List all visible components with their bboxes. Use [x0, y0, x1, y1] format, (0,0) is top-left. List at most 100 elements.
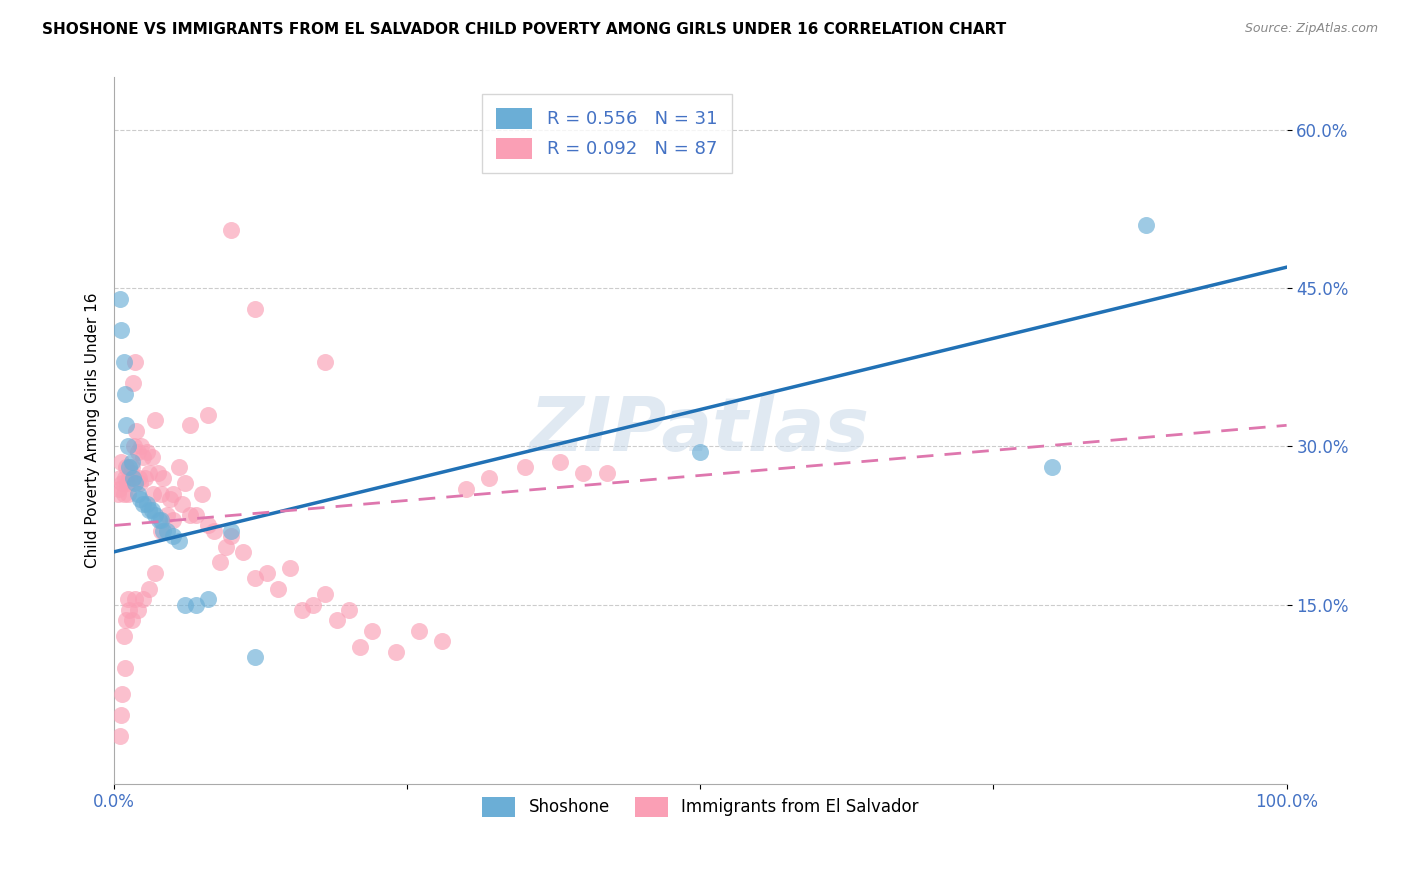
Point [202, 524, 225, 538]
Point [172, 497, 194, 511]
Point [243, 302, 266, 317]
Y-axis label: Child Poverty Among Girls Under 16: Child Poverty Among Girls Under 16 [86, 293, 100, 568]
Point [291, 603, 314, 617]
Point [221, 524, 243, 538]
Point [314, 587, 336, 601]
Point [162, 529, 184, 543]
Point [118, 471, 141, 485]
Point [112, 355, 135, 369]
Point [115, 460, 138, 475]
Point [128, 471, 150, 485]
Point [179, 418, 201, 433]
Point [129, 492, 152, 507]
Point [124, 476, 146, 491]
Point [146, 466, 169, 480]
Point [111, 687, 134, 701]
Point [121, 613, 143, 627]
Point [117, 592, 139, 607]
Point [408, 624, 430, 638]
Point [689, 444, 711, 458]
Point [108, 292, 131, 306]
Point [314, 355, 336, 369]
Point [142, 487, 165, 501]
Point [110, 455, 132, 469]
Point [118, 460, 141, 475]
Point [132, 497, 155, 511]
Point [167, 534, 190, 549]
Point [152, 524, 174, 538]
Point [129, 476, 152, 491]
Point [134, 471, 156, 485]
Point [143, 413, 166, 427]
Point [141, 502, 163, 516]
Point [384, 645, 406, 659]
Text: ZIPatlas: ZIPatlas [530, 394, 870, 467]
Point [186, 508, 208, 522]
Point [107, 487, 129, 501]
Point [256, 566, 278, 580]
Point [112, 487, 135, 501]
Point [136, 444, 159, 458]
Point [143, 566, 166, 580]
Point [108, 471, 131, 485]
Point [115, 613, 138, 627]
Point [454, 482, 477, 496]
Point [138, 466, 160, 480]
Point [108, 729, 131, 743]
Point [191, 487, 214, 501]
Point [150, 513, 173, 527]
Point [120, 466, 142, 480]
Point [143, 508, 166, 522]
Point [121, 460, 143, 475]
Point [127, 444, 149, 458]
Point [129, 439, 152, 453]
Point [122, 439, 145, 453]
Point [197, 408, 219, 422]
Point [127, 487, 149, 501]
Point [114, 661, 136, 675]
Point [349, 640, 371, 654]
Point [197, 592, 219, 607]
Legend: Shoshone, Immigrants from El Salvador: Shoshone, Immigrants from El Salvador [474, 789, 928, 825]
Point [115, 418, 138, 433]
Point [132, 450, 155, 464]
Point [173, 598, 195, 612]
Point [117, 487, 139, 501]
Point [1135, 218, 1157, 232]
Point [118, 603, 141, 617]
Point [159, 492, 181, 507]
Text: Source: ZipAtlas.com: Source: ZipAtlas.com [1244, 22, 1378, 36]
Point [132, 592, 155, 607]
Point [167, 460, 190, 475]
Point [302, 598, 325, 612]
Point [595, 466, 617, 480]
Point [124, 355, 146, 369]
Point [122, 471, 145, 485]
Point [152, 471, 174, 485]
Point [478, 471, 501, 485]
Point [267, 582, 290, 596]
Point [121, 455, 143, 469]
Point [221, 529, 243, 543]
Point [117, 439, 139, 453]
Point [243, 650, 266, 665]
Point [110, 708, 132, 723]
Point [162, 513, 184, 527]
Text: SHOSHONE VS IMMIGRANTS FROM EL SALVADOR CHILD POVERTY AMONG GIRLS UNDER 16 CORRE: SHOSHONE VS IMMIGRANTS FROM EL SALVADOR … [42, 22, 1007, 37]
Point [156, 508, 179, 522]
Point [162, 487, 184, 501]
Point [548, 455, 571, 469]
Point [108, 482, 131, 496]
Point [173, 476, 195, 491]
Point [179, 508, 201, 522]
Point [114, 386, 136, 401]
Point [278, 560, 301, 574]
Point [361, 624, 384, 638]
Point [115, 476, 138, 491]
Point [197, 518, 219, 533]
Point [124, 592, 146, 607]
Point [122, 376, 145, 391]
Point [232, 545, 254, 559]
Point [127, 603, 149, 617]
Point [221, 223, 243, 237]
